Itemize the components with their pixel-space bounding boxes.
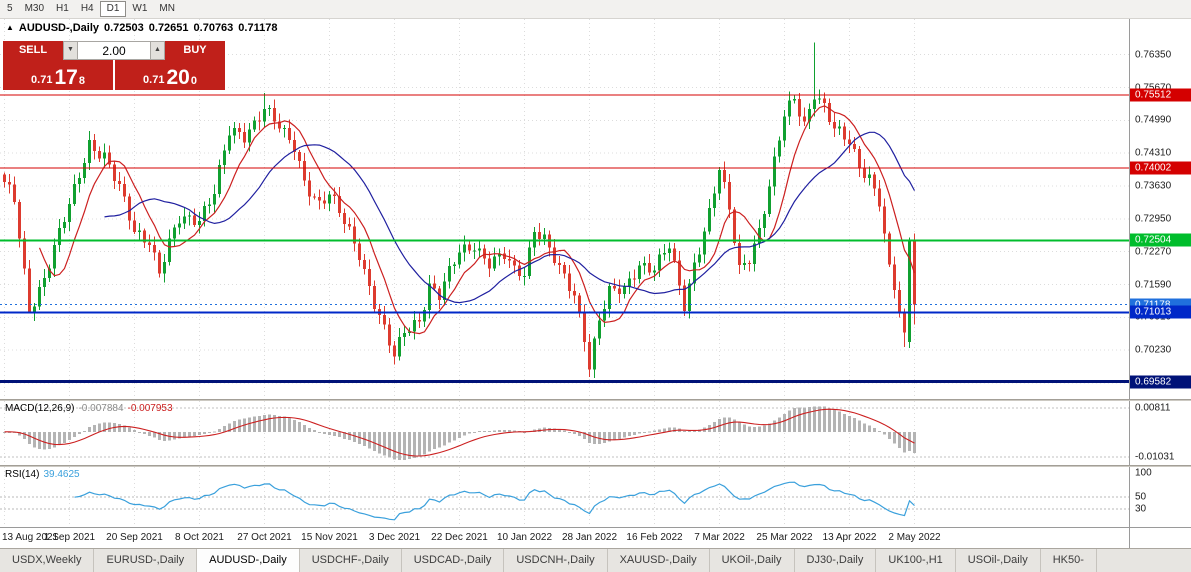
buy-price-prefix: 0.71: [143, 74, 165, 86]
timeframe-m30[interactable]: M30: [24, 3, 45, 14]
rsi-scale-100: 100: [1135, 467, 1152, 479]
macd-scale-top: 0.00811: [1135, 402, 1171, 414]
date-label: 22 Dec 2021: [431, 532, 488, 543]
timeframe-h4[interactable]: H4: [80, 3, 94, 14]
sell-price-button[interactable]: 0.71 17 8: [3, 60, 113, 90]
tab-audusd-daily[interactable]: AUDUSD-,Daily: [197, 549, 300, 572]
macd-label: MACD(12,26,9) -0.007884 -0.007953: [5, 403, 173, 414]
price-tick: 0.74310: [1135, 147, 1172, 159]
price-tick: 0.75670: [1135, 82, 1172, 94]
date-label: 13 Apr 2022: [822, 532, 877, 543]
main-price-scale[interactable]: 0.76350 0.75670 0.74990 0.74310 0.73630 0.729…: [1129, 19, 1191, 399]
date-label: 2 May 2022: [888, 532, 941, 543]
trade-panel-divider: [113, 60, 115, 90]
buy-price-sup: 0: [190, 75, 197, 87]
tab-usdchf-daily[interactable]: USDCHF-,Daily: [300, 549, 402, 572]
buy-button[interactable]: BUY: [165, 41, 225, 60]
volume-increase-button[interactable]: ▲: [150, 41, 165, 60]
low-value: 0.70763: [193, 22, 234, 34]
chart-tabs-bar: USDX,Weekly EURUSD-,Daily AUDUSD-,Daily USD…: [0, 548, 1191, 572]
timeframe-mn[interactable]: MN: [159, 3, 175, 14]
tab-usdcnh-daily[interactable]: USDCNH-,Daily: [504, 549, 608, 572]
rsi-name: RSI(14): [5, 469, 40, 480]
tab-xauusd-daily[interactable]: XAUUSD-,Daily: [608, 549, 710, 572]
tab-uk100-h1[interactable]: UK100-,H1: [876, 549, 956, 572]
date-label: 28 Jan 2022: [561, 532, 618, 543]
high-value: 0.72651: [148, 22, 189, 34]
volume-decrease-button[interactable]: ▼: [63, 41, 78, 60]
price-badge: 0.72504: [1130, 233, 1191, 247]
main-chart-area[interactable]: ▲ AUDUSD-,Daily 0.72503 0.72651 0.70763 0.711…: [0, 19, 1129, 399]
tab-hk50-[interactable]: HK50-: [1041, 549, 1097, 572]
rsi-scale-50: 50: [1135, 491, 1147, 503]
date-label: 16 Feb 2022: [626, 532, 683, 543]
panel-divider-macd[interactable]: [0, 399, 1191, 401]
tab-usoil-daily[interactable]: USOil-,Daily: [956, 549, 1041, 572]
time-scale[interactable]: 13 Aug 2021 1 Sep 2021 20 Sep 2021 8 Oct 20…: [0, 528, 1129, 548]
tab-usdx-weekly[interactable]: USDX,Weekly: [0, 549, 95, 572]
price-tick: 0.74990: [1135, 114, 1172, 126]
sell-price-sup: 8: [78, 75, 85, 87]
timeframe-w1[interactable]: W1: [132, 3, 148, 14]
macd-scale[interactable]: 0.00811 -0.01031: [1129, 401, 1191, 465]
price-tick: 0.72270: [1135, 246, 1172, 258]
price-tick: 0.70230: [1135, 344, 1172, 356]
rsi-svg: [0, 467, 1129, 527]
macd-name: MACD(12,26,9): [5, 403, 75, 414]
sell-button[interactable]: SELL: [3, 41, 63, 60]
rsi-scale[interactable]: 100 50 30: [1129, 467, 1191, 527]
scale-corner: [1129, 528, 1191, 548]
macd-scale-bottom: -0.01031: [1135, 451, 1175, 463]
date-label: 25 Mar 2022: [756, 532, 813, 543]
buy-price-big: 20: [166, 66, 190, 89]
sell-price-prefix: 0.71: [31, 74, 53, 86]
price-badge: 0.71013: [1130, 305, 1191, 319]
tab-eurusd-daily[interactable]: EURUSD-,Daily: [94, 549, 198, 572]
timeframe-toolbar: 5 M30 H1 H4 D1 W1 MN: [0, 0, 1191, 19]
chart-ohlc-header: ▲ AUDUSD-,Daily 0.72503 0.72651 0.70763 0.711…: [6, 22, 282, 34]
date-label: 7 Mar 2022: [694, 532, 745, 543]
date-label: 15 Nov 2021: [301, 532, 358, 543]
date-label: 13 Aug 2021: [2, 532, 59, 543]
symbol-label: AUDUSD-,Daily: [18, 22, 99, 34]
rsi-value: 39.4625: [43, 469, 80, 480]
price-badge: 0.74002: [1130, 161, 1191, 175]
rsi-indicator-area[interactable]: RSI(14) 39.4625: [0, 467, 1129, 527]
open-value: 0.72503: [104, 22, 144, 34]
macd-indicator-area[interactable]: MACD(12,26,9) -0.007884 -0.007953: [0, 401, 1129, 465]
price-tick: 0.76350: [1135, 49, 1172, 61]
macd-svg: [0, 401, 1129, 465]
timeframe-h1[interactable]: H1: [56, 3, 69, 14]
sell-price-big: 17: [54, 66, 78, 89]
date-label: 27 Oct 2021: [237, 532, 292, 543]
rsi-label: RSI(14) 39.4625: [5, 469, 80, 480]
date-label: 8 Oct 2021: [175, 532, 224, 543]
date-label: 20 Sep 2021: [106, 532, 163, 543]
panel-divider-rsi[interactable]: [0, 465, 1191, 467]
buy-price-button[interactable]: 0.71 20 0: [115, 60, 225, 90]
date-label: 1 Sep 2021: [43, 532, 96, 543]
rsi-scale-30: 30: [1135, 503, 1147, 515]
price-badge: 0.69582: [1130, 375, 1191, 388]
tab-usdcad-daily[interactable]: USDCAD-,Daily: [402, 549, 505, 572]
macd-signal-value: -0.007953: [127, 403, 173, 414]
volume-input[interactable]: [78, 41, 150, 60]
close-value: 0.71178: [238, 22, 278, 34]
tab-dj30-daily[interactable]: DJ30-,Daily: [795, 549, 877, 572]
oneclick-toggle-icon[interactable]: ▲: [6, 23, 14, 32]
price-tick: 0.73630: [1135, 180, 1172, 192]
price-tick: 0.71590: [1135, 279, 1172, 291]
timeframe-d1[interactable]: D1: [99, 1, 127, 17]
macd-main-value: -0.007884: [78, 403, 124, 414]
price-tick: 0.72950: [1135, 213, 1172, 225]
price-badge: 0.75512: [1130, 88, 1191, 102]
date-label: 10 Jan 2022: [496, 532, 553, 543]
timeframe-5[interactable]: 5: [7, 3, 13, 14]
tab-ukoil-daily[interactable]: UKOil-,Daily: [710, 549, 795, 572]
date-label: 3 Dec 2021: [368, 532, 421, 543]
